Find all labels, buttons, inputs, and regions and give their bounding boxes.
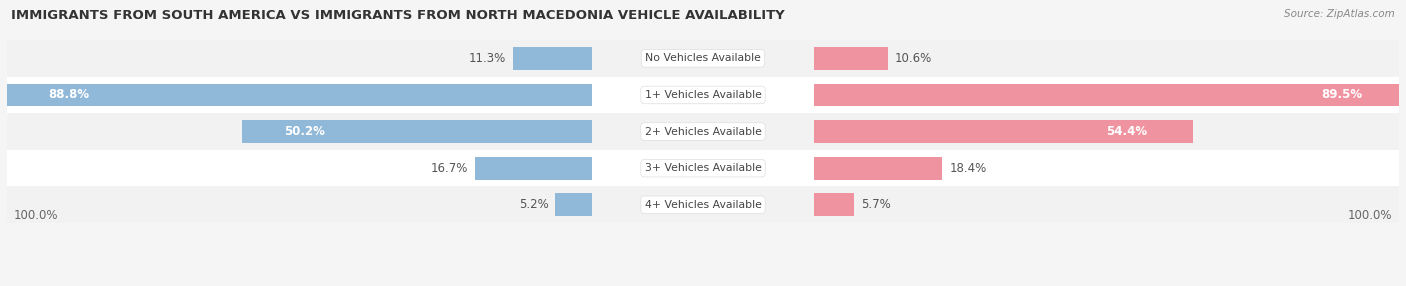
Bar: [814, 120, 1192, 143]
Text: 54.4%: 54.4%: [1107, 125, 1147, 138]
Text: 100.0%: 100.0%: [1347, 209, 1392, 222]
Text: 50.2%: 50.2%: [284, 125, 325, 138]
Bar: [814, 47, 889, 70]
Text: Source: ZipAtlas.com: Source: ZipAtlas.com: [1284, 9, 1395, 19]
Text: 10.6%: 10.6%: [896, 52, 932, 65]
Text: 3+ Vehicles Available: 3+ Vehicles Available: [644, 163, 762, 173]
Text: 16.7%: 16.7%: [432, 162, 468, 175]
Text: 1+ Vehicles Available: 1+ Vehicles Available: [644, 90, 762, 100]
Bar: [7, 40, 1399, 77]
Text: 11.3%: 11.3%: [468, 52, 506, 65]
Text: 5.7%: 5.7%: [860, 198, 891, 211]
Bar: [475, 157, 592, 180]
Bar: [7, 186, 1399, 223]
Bar: [0, 84, 592, 106]
Text: 2+ Vehicles Available: 2+ Vehicles Available: [644, 127, 762, 136]
Text: 100.0%: 100.0%: [14, 209, 59, 222]
Bar: [7, 150, 1399, 186]
Text: 4+ Vehicles Available: 4+ Vehicles Available: [644, 200, 762, 210]
Text: IMMIGRANTS FROM SOUTH AMERICA VS IMMIGRANTS FROM NORTH MACEDONIA VEHICLE AVAILAB: IMMIGRANTS FROM SOUTH AMERICA VS IMMIGRA…: [11, 9, 785, 21]
Text: 88.8%: 88.8%: [48, 88, 89, 102]
Text: No Vehicles Available: No Vehicles Available: [645, 53, 761, 63]
Bar: [513, 47, 592, 70]
Text: 18.4%: 18.4%: [949, 162, 987, 175]
Bar: [814, 84, 1406, 106]
Bar: [555, 193, 592, 216]
Bar: [7, 113, 1399, 150]
Bar: [814, 157, 942, 180]
Bar: [7, 77, 1399, 113]
Text: 89.5%: 89.5%: [1322, 88, 1362, 102]
Bar: [242, 120, 592, 143]
Text: 5.2%: 5.2%: [519, 198, 548, 211]
Bar: [814, 193, 853, 216]
